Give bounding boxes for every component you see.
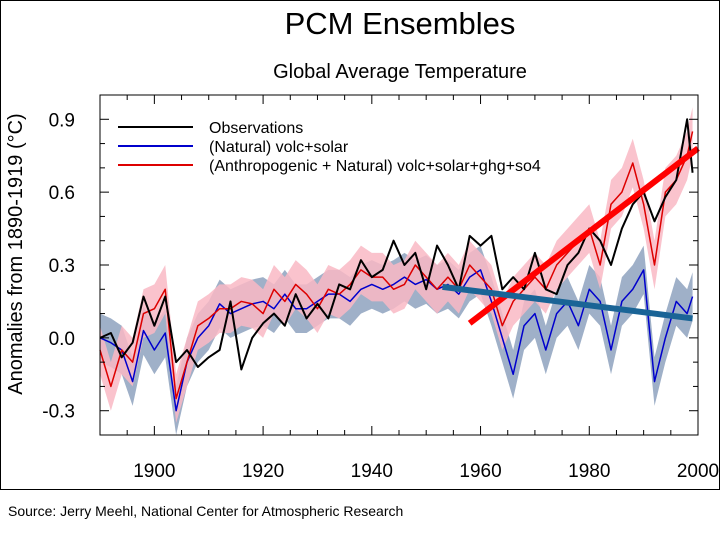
legend-label-1: (Natural) volc+solar [209, 139, 349, 156]
x-tick-label: 1960 [459, 461, 501, 482]
series-line-0 [99, 118, 694, 371]
y-tick-label: 0.9 [49, 110, 75, 131]
legend: Observations (Natural) volc+solar (Anthrop… [118, 120, 541, 175]
series-line-1 [99, 269, 694, 412]
y-axis-label: Anomalies from 1890-1919 (°C) [5, 113, 27, 394]
x-tick-label: 2000 [677, 461, 719, 482]
legend-label-2: (Anthropogenic + Natural) volc+solar+ghg… [209, 158, 541, 175]
ensemble-band-2 [100, 107, 693, 423]
chart-subtitle: Global Average Temperature [273, 61, 527, 83]
y-tick-label: 0.0 [49, 329, 75, 350]
chart-title: PCM Ensembles [285, 6, 516, 41]
x-tick-label: 1980 [568, 461, 610, 482]
source-caption: Source: Jerry Meehl, National Center for… [8, 503, 404, 519]
series-line-2 [99, 131, 694, 400]
x-tick-label: 1920 [242, 461, 284, 482]
y-tick-label: 0.3 [49, 256, 75, 277]
x-tick-label: 1940 [351, 461, 393, 482]
y-tick-label: -0.3 [42, 402, 75, 423]
y-tick-label: 0.6 [49, 183, 75, 204]
chart: PCM Ensembles Global Average Temperature… [5, 6, 719, 482]
x-tick-label: 1900 [133, 461, 175, 482]
legend-label-0: Observations [209, 120, 303, 137]
trend-line-1 [442, 283, 693, 322]
